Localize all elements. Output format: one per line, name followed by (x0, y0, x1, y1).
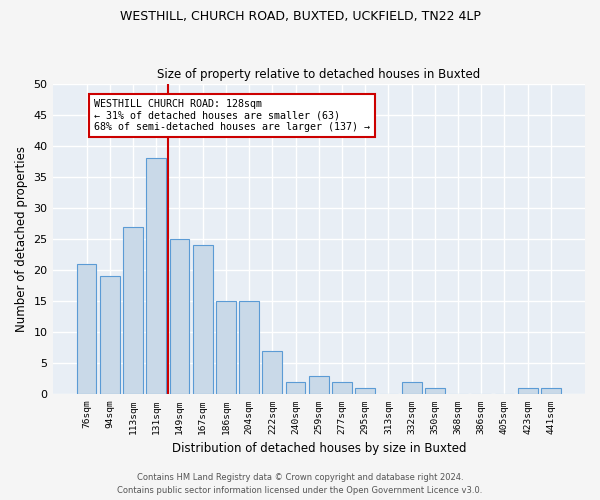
Text: WESTHILL, CHURCH ROAD, BUXTED, UCKFIELD, TN22 4LP: WESTHILL, CHURCH ROAD, BUXTED, UCKFIELD,… (119, 10, 481, 23)
Bar (332, 382, 352, 394)
Bar (216, 301, 236, 394)
Bar (239, 301, 259, 394)
Bar (425, 388, 445, 394)
Bar (518, 388, 538, 394)
Bar (355, 388, 375, 394)
Bar (402, 382, 422, 394)
Bar (146, 158, 166, 394)
X-axis label: Distribution of detached houses by size in Buxted: Distribution of detached houses by size … (172, 442, 466, 455)
Bar (193, 245, 212, 394)
Bar (100, 276, 119, 394)
Title: Size of property relative to detached houses in Buxted: Size of property relative to detached ho… (157, 68, 481, 81)
Bar (77, 264, 97, 394)
Bar (262, 351, 282, 395)
Bar (170, 239, 190, 394)
Text: Contains HM Land Registry data © Crown copyright and database right 2024.
Contai: Contains HM Land Registry data © Crown c… (118, 474, 482, 495)
Bar (123, 226, 143, 394)
Text: WESTHILL CHURCH ROAD: 128sqm
← 31% of detached houses are smaller (63)
68% of se: WESTHILL CHURCH ROAD: 128sqm ← 31% of de… (94, 99, 370, 132)
Y-axis label: Number of detached properties: Number of detached properties (15, 146, 28, 332)
Bar (286, 382, 305, 394)
Bar (541, 388, 561, 394)
Bar (309, 376, 329, 394)
